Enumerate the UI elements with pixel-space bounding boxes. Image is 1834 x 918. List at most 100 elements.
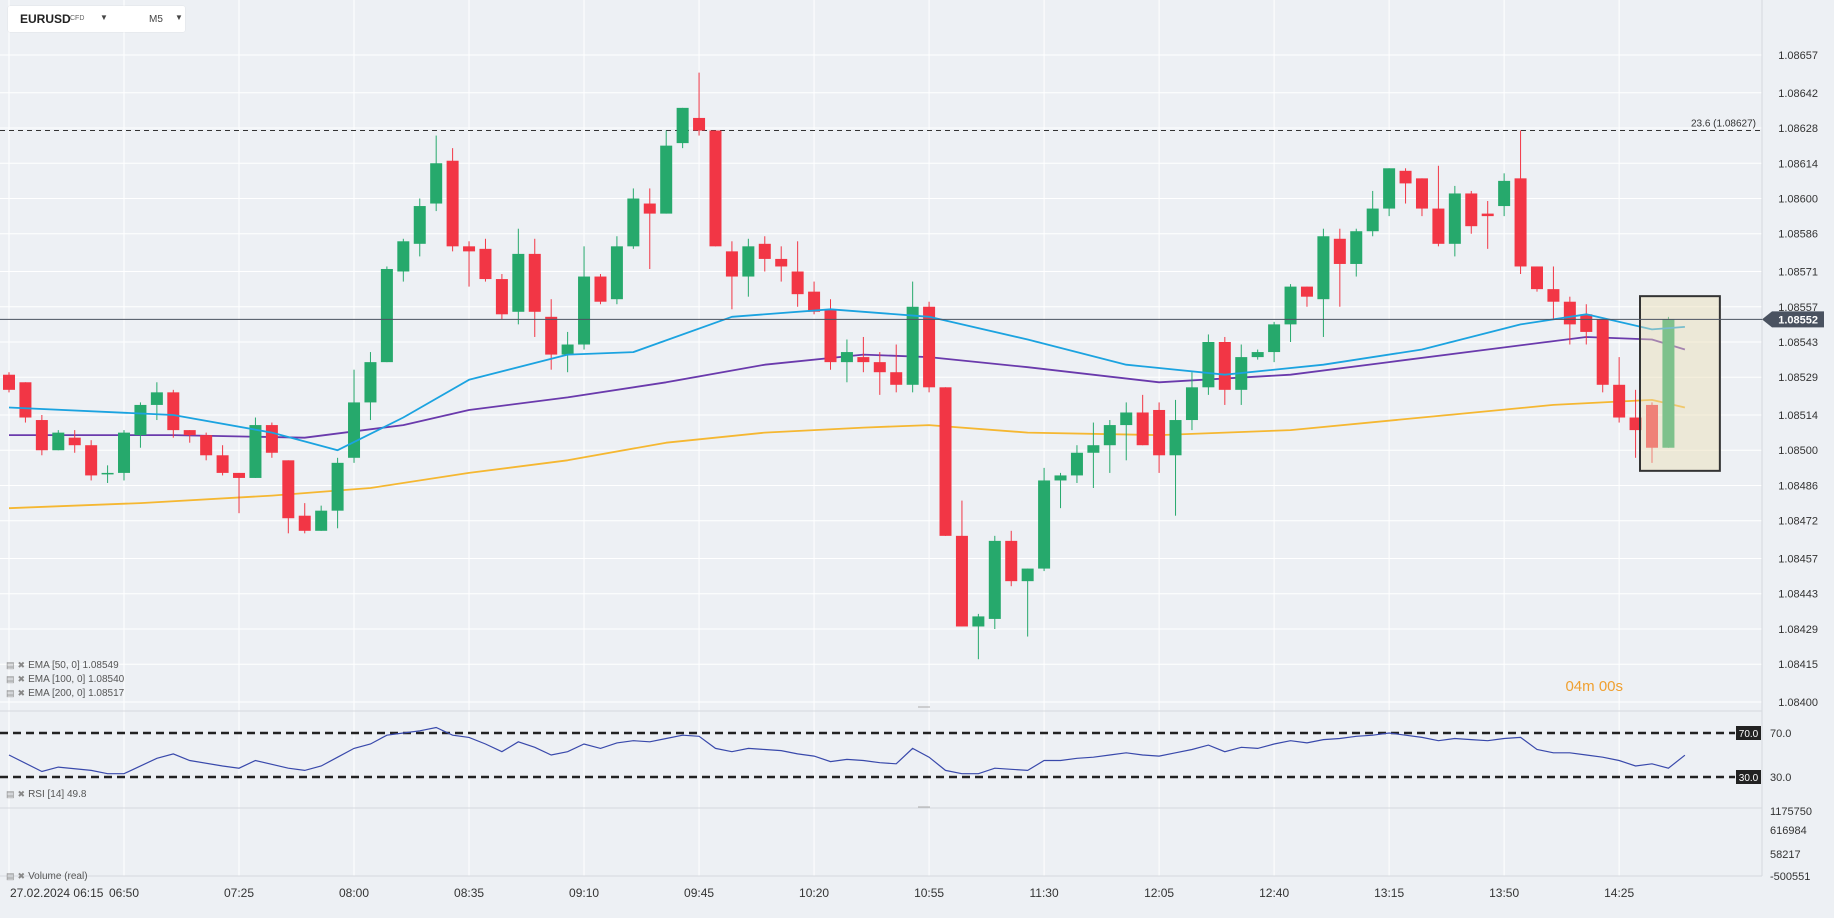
ema-200-legend[interactable]: ▤ ✖ EMA [200, 0] 1.08517 [6,688,125,699]
settings-icon[interactable]: ▤ [6,871,15,881]
candle-body [1432,208,1445,244]
candle-body [348,402,361,458]
close-icon[interactable]: ✖ [17,688,26,698]
candle-body [972,616,985,627]
price-axis[interactable]: 1.08552 1.08657 1.08642 1.08628 1.08614 1.086… [1762,50,1824,709]
candle-body [1268,324,1281,353]
rsi-axis-label: 30.0 [1770,772,1791,784]
candle-body [512,253,525,312]
time-axis-label: 10:20 [799,886,829,900]
caret-down-icon[interactable]: ▼ [100,13,108,22]
ema-50-legend[interactable]: ▤ ✖ EMA [50, 0] 1.08549 [6,660,119,671]
rsi-level-label: 70.0 [1739,729,1759,740]
price-tick-label: 1.08543 [1778,337,1818,349]
close-icon[interactable]: ✖ [17,660,26,670]
candle-body [134,404,147,436]
price-tick-label: 1.08614 [1778,158,1818,170]
candle-body [660,145,673,214]
candle-body [742,246,755,277]
close-icon[interactable]: ✖ [17,674,26,684]
ema-100-legend[interactable]: ▤ ✖ EMA [100, 0] 1.08540 [6,674,125,685]
candle-body [709,130,722,247]
candle-body [594,276,607,302]
candle-body [495,279,508,315]
candle-body [1300,286,1313,297]
close-icon[interactable]: ✖ [17,789,26,799]
volume-axis-label: 616984 [1770,825,1807,837]
time-axis-label: 08:00 [339,886,369,900]
candle-body [216,455,229,473]
candle-body [1038,480,1051,569]
candle-body [298,515,311,531]
price-tick-label: 1.08443 [1778,589,1818,601]
rsi-level-tag [1736,770,1761,784]
candle-body [1054,475,1067,481]
candle-body [85,445,98,476]
time-axis[interactable]: 27.02.2024 06:15 06:50 07:25 08:00 08:35 09:1… [10,886,1634,900]
candle-body [1120,412,1133,426]
settings-icon[interactable]: ▤ [6,660,15,670]
candle-body [923,306,936,388]
candle-body [791,271,804,295]
candle-body [479,248,492,280]
settings-icon[interactable]: ▤ [6,789,15,799]
price-tick-label: 1.08642 [1778,88,1818,100]
candle-body [167,392,180,431]
price-tick-label: 1.08657 [1778,50,1818,62]
price-tick-label: 1.08429 [1778,624,1818,636]
candle-body [1218,341,1231,390]
rsi-level-label: 30.0 [1739,773,1759,784]
current-price-label: 1.08552 [1778,314,1818,326]
candle-body [1596,319,1609,385]
candle-body [1103,425,1116,446]
settings-icon[interactable]: ▤ [6,674,15,684]
candle-body [840,352,853,363]
candle-body [1284,286,1297,325]
candle-body [1366,208,1379,232]
candle-body [1481,213,1494,217]
close-icon[interactable]: ✖ [17,871,26,881]
highlight-rectangle[interactable] [1639,295,1721,472]
candle-body [1547,289,1560,302]
ema-50-line [8,308,1685,452]
rsi-pane[interactable]: 70.0 70.0 30.0 30.0 [0,726,1791,784]
candle-body [643,203,656,214]
candle-body [906,306,919,385]
candle-body [1465,193,1478,227]
candle-body [430,163,443,204]
rsi-line [8,726,1686,775]
candle-body [19,382,32,418]
time-axis-label: 12:05 [1144,886,1174,900]
ema-50-path [8,308,1685,452]
volume-pane[interactable]: 1175750 616984 58217 -500551 [1770,806,1812,883]
caret-down-icon[interactable]: ▼ [175,13,183,22]
symbol-selector[interactable]: EURUSD CFD ▼ M5 ▼ [8,6,185,32]
price-tick-label: 1.08415 [1778,659,1818,671]
rsi-legend[interactable]: ▤ ✖ RSI [14] 49.8 [6,789,87,800]
candle-body [1498,180,1511,207]
candle-body [725,251,738,277]
fibonacci-level[interactable]: 23.6 (1.08627) [0,119,1762,132]
price-tick-label: 1.08486 [1778,480,1818,492]
price-tick-label: 1.08557 [1778,302,1818,314]
candle-body [1070,452,1083,476]
candle-body [1202,341,1215,388]
time-axis-label: 27.02.2024 06:15 [10,886,104,900]
candle-body [693,117,706,131]
volume-legend[interactable]: ▤ ✖ Volume (real) [6,871,88,882]
candle-body [955,535,968,627]
candle-body [1317,236,1330,300]
candle-body [578,276,591,345]
timeframe-selector[interactable]: M5 [149,14,163,25]
candle-body [1153,409,1166,456]
candle-body [1415,178,1428,209]
candle-body [627,198,640,247]
candle-body [857,357,870,363]
candle-body [561,344,574,355]
candle-body [1087,445,1100,453]
symbol-name: EURUSD [20,12,71,26]
candle-body [610,246,623,300]
candle-body [890,372,903,385]
settings-icon[interactable]: ▤ [6,688,15,698]
